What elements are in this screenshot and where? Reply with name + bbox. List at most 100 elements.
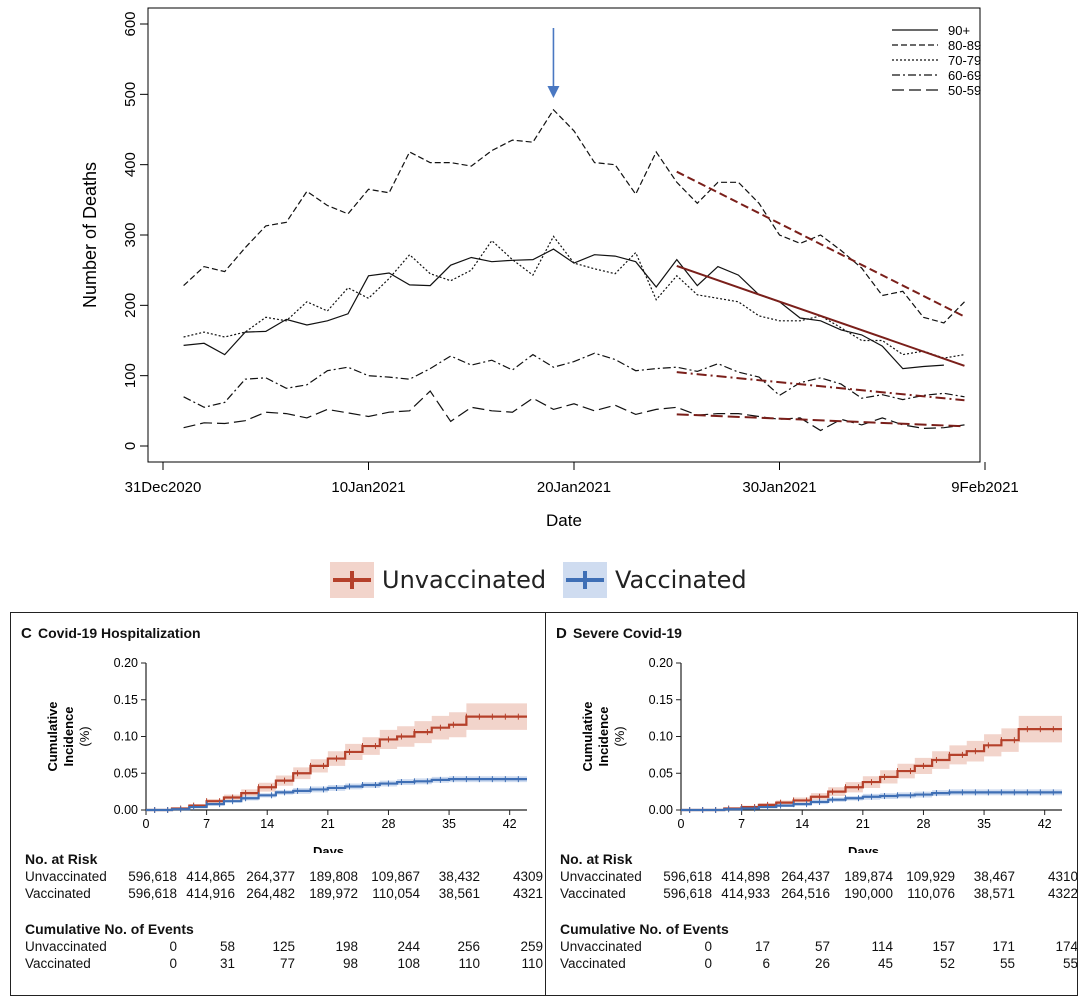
legend-entry: 90+	[948, 23, 970, 38]
cumulative-events-cell: 58	[219, 939, 235, 954]
y-tick-label: 0	[122, 442, 139, 450]
arrow-head-icon	[547, 86, 560, 98]
cumulative-events-cell: 114	[871, 939, 893, 954]
trend-line	[676, 371, 965, 402]
y-tick-label: 0.10	[114, 730, 138, 744]
no-at-risk-cell: 596,618	[663, 869, 712, 884]
x-tick-label: 14	[260, 817, 274, 831]
no-at-risk-heading: No. at Risk	[560, 851, 633, 867]
cumulative-events-cell: 45	[877, 956, 893, 971]
no-at-risk-cell: 190,000	[844, 886, 893, 901]
km-chart-hospitalization: 0.00 0.05 0.10 0.15 0.20 0 7 14 21 28 35 42 Days Cumu…	[45, 656, 527, 853]
y-tick-label: 0.15	[649, 693, 673, 707]
y-tick-label: 0.20	[649, 656, 673, 670]
x-tick-label: 30Jan2021	[742, 479, 816, 496]
no-at-risk-cell: 596,618	[663, 886, 712, 901]
cumulative-events-row-label: Unvaccinated	[560, 939, 642, 954]
cumulative-events-cell: 0	[704, 956, 712, 971]
no-at-risk-cell: 189,808	[309, 869, 358, 884]
panel-title: Severe Covid-19	[573, 625, 682, 641]
legend-label-vaccinated: Vaccinated	[615, 566, 747, 594]
panel-letter: D	[556, 625, 567, 642]
cumulative-events-cell: 6	[762, 956, 770, 971]
panel-d: D Severe Covid-19 0.00 0.05 0.10 0.15 0.20 0 7…	[545, 612, 1078, 996]
cumulative-events-row-label: Vaccinated	[25, 956, 91, 971]
x-tick-label: 10Jan2021	[331, 479, 405, 496]
y-axis-label: Incidence	[61, 707, 76, 767]
legend-entry: 80-89	[948, 38, 981, 53]
no-at-risk-heading: No. at Risk	[25, 851, 98, 867]
y-tick-label: 500	[122, 82, 139, 107]
cumulative-events-cell: 108	[397, 956, 420, 971]
no-at-risk-cell: 110,054	[372, 886, 420, 901]
y-tick-label: 0.05	[649, 766, 673, 780]
x-tick-label: 35	[977, 817, 991, 831]
x-tick-label: 7	[203, 817, 210, 831]
legend-item-unvaccinated: Unvaccinated	[330, 562, 546, 598]
no-at-risk-cell: 4309	[512, 869, 543, 884]
no-at-risk-cell: 109,929	[906, 869, 955, 884]
x-tick-label: 35	[442, 817, 456, 831]
cumulative-events-cell: 174	[1055, 939, 1078, 954]
cumulative-events-cell: 259	[520, 939, 543, 954]
x-tick-label: 28	[917, 817, 931, 831]
km-chart-severe: 0.00 0.05 0.10 0.15 0.20 0 7 14 21 28 35 42 Days Cumu…	[580, 656, 1062, 853]
x-tick-label: 42	[1038, 817, 1052, 831]
legend-entry: 50-59	[948, 83, 981, 98]
no-at-risk-cell: 4321	[512, 886, 543, 901]
cumulative-events-row-label: Vaccinated	[560, 956, 626, 971]
no-at-risk-cell: 110,076	[907, 886, 955, 901]
y-tick-label: 0.00	[649, 803, 673, 817]
x-tick-label: 31Dec2020	[125, 479, 202, 496]
series-line-70-79	[183, 235, 965, 359]
legend-entry: 70-79	[948, 53, 981, 68]
no-at-risk-cell: 38,571	[973, 886, 1015, 901]
y-axis-label: Incidence	[596, 707, 611, 767]
km-line-unvaccinated	[146, 715, 527, 812]
y-tick-label: 0.15	[114, 693, 138, 707]
no-at-risk-row-label: Unvaccinated	[25, 869, 107, 884]
cumulative-events-heading: Cumulative No. of Events	[560, 921, 729, 937]
cumulative-events-row-label: Unvaccinated	[25, 939, 107, 954]
no-at-risk-cell: 264,482	[246, 886, 295, 901]
x-tick-label: 0	[143, 817, 150, 831]
cumulative-events-cell: 244	[397, 939, 420, 954]
cumulative-events-cell: 77	[279, 956, 295, 971]
no-at-risk-cell: 189,874	[844, 869, 893, 884]
legend-entry: 60-69	[948, 68, 981, 83]
x-tick-label: 0	[678, 817, 685, 831]
no-at-risk-cell: 414,933	[721, 886, 770, 901]
series-line-80-89	[183, 108, 965, 324]
x-axis-label: Days	[313, 844, 344, 853]
no-at-risk-cell: 38,467	[973, 869, 1015, 884]
no-at-risk-row-label: Vaccinated	[560, 886, 626, 901]
cumulative-events-cell: 55	[999, 956, 1015, 971]
x-tick-label: 42	[503, 817, 517, 831]
y-axis-label: Number of Deaths	[80, 162, 100, 308]
x-tick-label: 20Jan2021	[537, 479, 611, 496]
x-tick-label: 7	[738, 817, 745, 831]
x-axis-label: Date	[546, 511, 582, 530]
no-at-risk-cell: 4310	[1047, 869, 1078, 884]
y-tick-label: 0.10	[649, 730, 673, 744]
cumulative-events-cell: 198	[335, 939, 358, 954]
legend-label-unvaccinated: Unvaccinated	[382, 566, 547, 594]
y-axis-label: (%)	[612, 726, 627, 746]
cumulative-events-cell: 17	[754, 939, 770, 954]
no-at-risk-cell: 414,916	[186, 886, 235, 901]
y-axis-label: Cumulative	[580, 701, 595, 771]
no-at-risk-cell: 264,437	[781, 869, 830, 884]
no-at-risk-cell: 109,867	[371, 869, 420, 884]
no-at-risk-cell: 264,377	[246, 869, 295, 884]
cumulative-events-cell: 110	[521, 956, 543, 971]
cumulative-events-cell: 110	[458, 956, 480, 971]
panel-letter: C	[21, 625, 32, 642]
y-tick-label: 0.00	[114, 803, 138, 817]
x-axis-label: Days	[848, 844, 879, 853]
x-tick-label: 21	[321, 817, 335, 831]
trend-line	[676, 413, 965, 428]
cumulative-events-cell: 98	[342, 956, 358, 971]
no-at-risk-cell: 38,561	[438, 886, 480, 901]
no-at-risk-row-label: Unvaccinated	[560, 869, 642, 884]
no-at-risk-cell: 264,516	[781, 886, 830, 901]
